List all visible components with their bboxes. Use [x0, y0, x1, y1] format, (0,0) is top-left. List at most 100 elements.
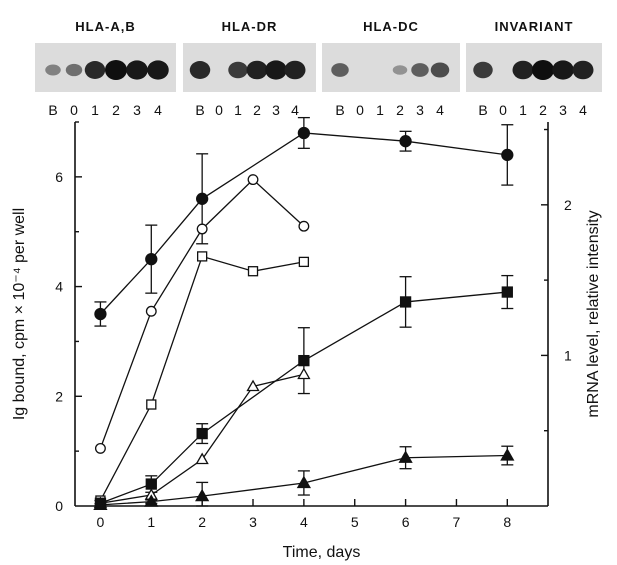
x-tick-label: 5 [351, 514, 359, 530]
blot-panel: HLA-DR B 0 1 2 3 4 [183, 19, 316, 118]
data-point [144, 494, 159, 507]
lane-label: 1 [519, 102, 527, 118]
data-series [94, 116, 514, 327]
x-tick-label: 3 [249, 514, 257, 530]
x-tick-label: 1 [147, 514, 155, 530]
y-tick-label-right: 1 [564, 347, 572, 363]
blot-band [265, 60, 287, 80]
x-axis-title: Time, days [283, 544, 361, 561]
blot-band [430, 62, 450, 78]
chart-plot-area: 0 1 2 3 4 5 6 7 8 0 2 4 6 1 2 Time, days Ig bound, cpm ×… [11, 116, 602, 561]
data-point [398, 450, 413, 463]
blot-band [189, 61, 211, 79]
blot-band [105, 60, 127, 80]
blot-title: INVARIANT [495, 19, 574, 34]
y-tick-label-left: 6 [55, 169, 63, 185]
data-point [195, 488, 210, 502]
data-point [501, 286, 513, 298]
blot-band [572, 60, 594, 80]
y-tick-label-left: 0 [55, 498, 63, 514]
data-point [197, 251, 208, 262]
blot-band [411, 63, 429, 77]
blot-panel: HLA-DC B 0 1 2 3 4 [322, 19, 460, 118]
lane-label: 2 [253, 102, 261, 118]
series-line [99, 132, 508, 315]
y-axis-title-right: mRNA level, relative intensity [585, 210, 602, 417]
data-point [298, 220, 310, 232]
data-point [195, 452, 209, 465]
data-point [296, 475, 311, 489]
lane-label: 3 [559, 102, 567, 118]
lane-label: B [478, 102, 487, 118]
blot-band [284, 60, 306, 80]
blot-title: HLA-A,B [75, 19, 135, 34]
series-line [100, 291, 508, 504]
blot-band [532, 60, 554, 80]
blot-band [552, 60, 574, 80]
x-tick-label: 7 [453, 514, 461, 530]
data-series [94, 174, 310, 454]
data-point [94, 442, 106, 454]
data-point [196, 192, 209, 205]
x-tick-label: 6 [402, 514, 410, 530]
lane-label: B [48, 102, 57, 118]
blot-band [473, 61, 493, 79]
data-point [247, 266, 259, 277]
data-point [297, 126, 311, 140]
data-point [298, 354, 310, 367]
data-point [246, 379, 260, 392]
lane-label: B [335, 102, 344, 118]
data-point [93, 497, 108, 511]
lane-label: 4 [579, 102, 587, 118]
blot-title: HLA-DC [363, 19, 419, 34]
lane-label: 3 [133, 102, 141, 118]
lane-label: 4 [154, 102, 162, 118]
data-series [95, 251, 310, 506]
x-tick-label: 2 [198, 514, 206, 530]
y-tick-label-left: 4 [55, 279, 63, 295]
lane-label: 3 [272, 102, 280, 118]
data-point [145, 252, 158, 266]
data-point [145, 478, 157, 490]
lane-label: 1 [234, 102, 242, 118]
lane-label: B [195, 102, 204, 118]
lane-label: 4 [291, 102, 299, 118]
lane-label: 2 [396, 102, 404, 118]
data-point [94, 307, 107, 321]
data-point [399, 135, 412, 148]
x-tick-label: 0 [97, 514, 105, 530]
lane-label: 2 [539, 102, 547, 118]
lane-label: 3 [416, 102, 424, 118]
lane-label: 4 [436, 102, 444, 118]
lane-label: 0 [499, 102, 507, 118]
y-tick-label-left: 2 [55, 388, 63, 404]
y-tick-label-right: 2 [564, 197, 572, 213]
data-series [93, 445, 515, 511]
blot-band [147, 60, 169, 80]
lane-label: 1 [91, 102, 99, 118]
data-point [500, 448, 515, 461]
blot-band [126, 60, 148, 80]
lane-label: 0 [70, 102, 78, 118]
lane-label: 0 [215, 102, 223, 118]
blot-panel: INVARIANT B 0 1 2 3 4 [466, 19, 602, 118]
blot-band [45, 64, 61, 76]
blot-band [392, 65, 408, 75]
data-point [297, 367, 311, 380]
x-tick-label: 8 [503, 514, 511, 530]
blot-band [512, 60, 534, 80]
data-point [399, 296, 412, 308]
blot-band [65, 63, 83, 77]
x-tick-label: 4 [300, 514, 308, 530]
blot-band [84, 61, 106, 79]
y-axis-title-left: Ig bound, cpm × 10⁻⁴ per well [11, 208, 28, 420]
data-point [247, 174, 259, 186]
blot-band [228, 61, 248, 79]
data-point [501, 148, 514, 162]
lane-label: 1 [376, 102, 384, 118]
data-point [298, 256, 310, 268]
lane-label: 2 [112, 102, 120, 118]
data-point [145, 305, 157, 317]
